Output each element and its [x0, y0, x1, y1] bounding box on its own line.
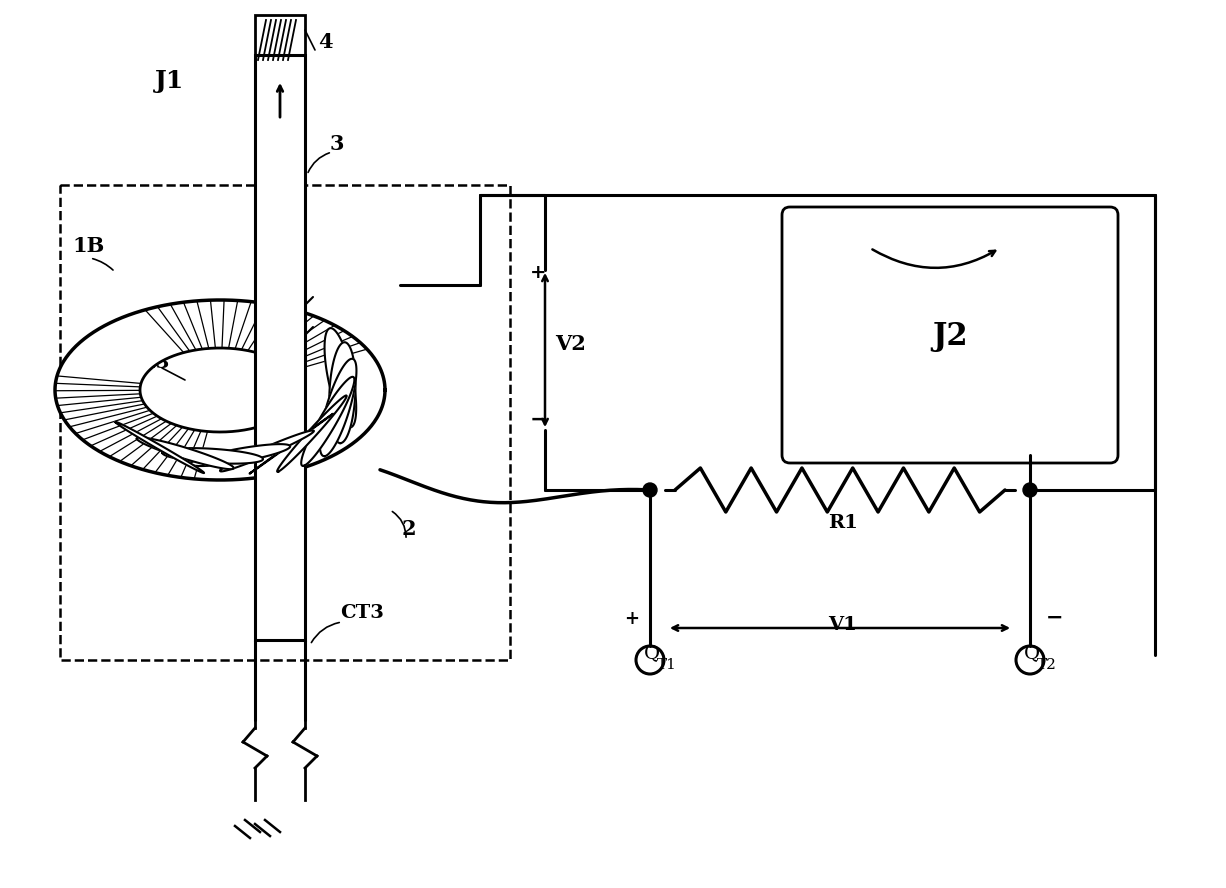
Polygon shape: [55, 300, 385, 480]
Text: Q: Q: [644, 644, 660, 662]
Polygon shape: [302, 377, 354, 466]
Text: V1: V1: [828, 616, 857, 634]
Text: 2: 2: [402, 519, 417, 539]
Text: T1: T1: [657, 658, 677, 672]
Text: +: +: [624, 610, 639, 628]
FancyArrowPatch shape: [93, 258, 113, 270]
Polygon shape: [162, 448, 264, 464]
Polygon shape: [277, 395, 347, 472]
Text: 3: 3: [330, 134, 345, 154]
Polygon shape: [190, 444, 291, 466]
Text: −: −: [1046, 608, 1063, 628]
FancyArrowPatch shape: [311, 622, 340, 643]
FancyArrowPatch shape: [392, 511, 406, 537]
Text: CT3: CT3: [340, 604, 384, 622]
FancyArrowPatch shape: [308, 153, 330, 172]
Circle shape: [1022, 483, 1037, 497]
Polygon shape: [115, 422, 204, 473]
Text: J1: J1: [154, 69, 184, 93]
Polygon shape: [325, 329, 357, 427]
Polygon shape: [255, 55, 305, 640]
Circle shape: [642, 483, 657, 497]
Text: +: +: [530, 264, 547, 282]
Text: J2: J2: [932, 321, 967, 352]
Polygon shape: [330, 342, 356, 443]
Text: R1: R1: [828, 514, 858, 532]
Polygon shape: [320, 359, 357, 456]
Text: V2: V2: [555, 334, 586, 354]
Text: 13: 13: [143, 354, 170, 372]
Polygon shape: [250, 414, 333, 473]
Text: T2: T2: [1037, 658, 1057, 672]
Polygon shape: [136, 438, 234, 469]
Text: −: −: [530, 409, 548, 431]
Text: 1B: 1B: [72, 236, 104, 256]
Text: 4: 4: [318, 32, 332, 52]
Text: Q: Q: [1024, 644, 1040, 662]
Polygon shape: [221, 431, 314, 472]
